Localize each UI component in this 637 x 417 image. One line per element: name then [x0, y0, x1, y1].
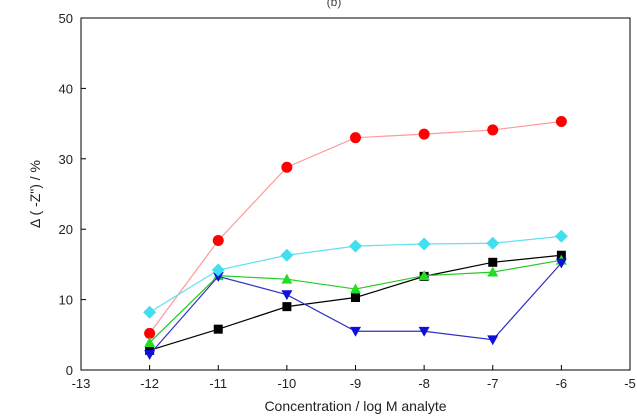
data-point [487, 335, 499, 346]
data-point [418, 270, 430, 281]
plot-frame [80, 17, 631, 371]
data-point [212, 234, 224, 246]
data-point [144, 350, 156, 361]
data-point [211, 263, 225, 277]
data-point [143, 305, 157, 319]
x-tick-label: -13 [72, 376, 91, 391]
data-point [555, 258, 567, 269]
series-layer [143, 115, 568, 361]
data-point [281, 161, 293, 173]
series-4-line [149, 262, 562, 355]
y-tick-label: 50 [59, 11, 73, 26]
data-point [144, 337, 156, 347]
data-point [486, 236, 500, 250]
data-point [281, 273, 293, 284]
data-point [418, 326, 430, 337]
data-point [213, 324, 223, 334]
data-point [351, 292, 360, 302]
data-point [144, 327, 156, 339]
data-point [282, 302, 292, 312]
x-tick-label: -12 [140, 376, 159, 391]
data-point [417, 237, 431, 251]
data-point [350, 283, 361, 294]
axis-ticks: -13 -12 -11 -10 -9 -8 -7 -6 -5 0 10 20 30 40 50 [59, 11, 636, 391]
x-tick-label: -11 [209, 376, 227, 391]
data-point [487, 266, 499, 277]
y-tick-label: 0 [66, 363, 73, 378]
data-point [212, 271, 224, 282]
x-tick-label: -9 [350, 376, 362, 391]
data-point [487, 124, 499, 136]
y-tick-label: 10 [59, 293, 73, 308]
x-tick-label: -8 [418, 376, 430, 391]
y-tick-label: 20 [59, 222, 73, 237]
chart-title: (b) [327, 0, 342, 9]
y-tick-label: 30 [59, 152, 73, 167]
x-tick-label: -7 [487, 376, 499, 391]
data-point [554, 229, 568, 243]
data-point [349, 239, 362, 253]
x-tick-label: -6 [556, 376, 568, 391]
x-axis-label: Concentration / log M analyte [264, 398, 446, 414]
x-tick-label: -5 [624, 376, 636, 391]
data-point [280, 248, 294, 262]
data-point [418, 128, 430, 140]
data-point [488, 257, 498, 267]
y-tick-label: 40 [59, 81, 73, 96]
data-point [350, 132, 361, 144]
data-point [555, 115, 567, 127]
y-axis-label: Δ ( -Z") / % [27, 160, 43, 228]
data-point [350, 326, 361, 337]
data-point [281, 290, 293, 301]
x-tick-label: -10 [277, 376, 296, 391]
